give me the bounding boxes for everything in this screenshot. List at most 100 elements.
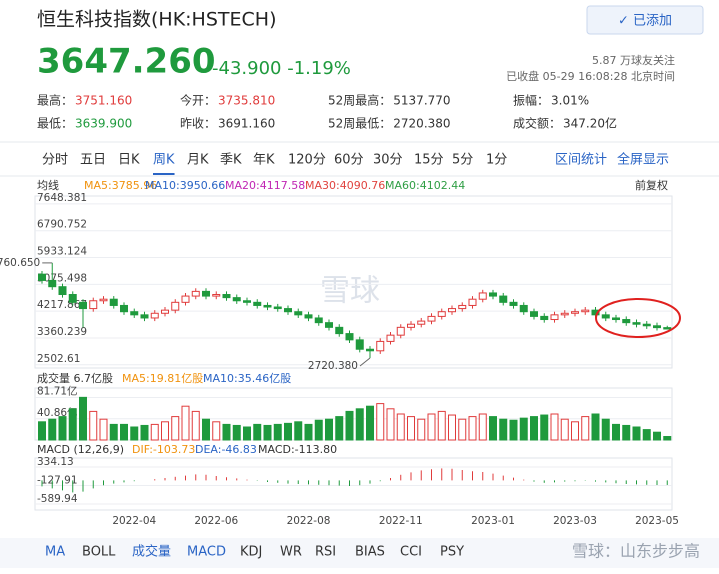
volume-bar: [99, 418, 108, 441]
stat-label: 振幅：: [513, 93, 549, 108]
candle-body: [58, 286, 67, 296]
period-tab[interactable]: 月K: [187, 153, 209, 168]
candle-body: [304, 314, 313, 319]
indicator-tab[interactable]: MA: [45, 545, 65, 560]
period-tab[interactable]: 周K: [153, 153, 175, 168]
candle-body: [550, 314, 559, 321]
macd-tick-label: -127.91: [37, 475, 78, 487]
tab-link[interactable]: 全屏显示: [617, 152, 669, 168]
volume-tick-label: 40.86亿: [37, 406, 78, 419]
period-tab[interactable]: 60分: [334, 153, 364, 168]
candle-body: [530, 311, 538, 317]
x-tick-label: 2022-04: [112, 515, 156, 527]
candle-body: [79, 301, 87, 310]
period-tab[interactable]: 五日: [80, 153, 106, 168]
volume-bar: [345, 410, 354, 441]
stat-value: 3735.810: [218, 94, 275, 108]
volume-bar: [171, 416, 180, 441]
period-tab[interactable]: 5分: [452, 153, 473, 168]
volume-bar: [458, 418, 467, 441]
candle-body: [468, 298, 477, 306]
volume-bar: [622, 424, 631, 441]
stat-value: 5137.770: [393, 94, 450, 108]
indicator-tab[interactable]: KDJ: [240, 545, 262, 560]
candle-body: [150, 312, 159, 319]
indicator-tab[interactable]: 成交量: [132, 544, 171, 560]
candle-body: [232, 297, 241, 302]
period-tab[interactable]: 120分: [288, 153, 326, 168]
candle-body: [509, 301, 518, 306]
indicator-tab[interactable]: WR: [280, 545, 302, 560]
stat-label: 昨收：: [180, 117, 216, 131]
candle-body: [355, 339, 364, 350]
period-tab[interactable]: 季K: [220, 153, 242, 168]
candle-body: [642, 323, 651, 327]
chart-watermark: 雪球: [320, 274, 380, 309]
indicator-tab[interactable]: MACD: [187, 545, 226, 560]
candle-body: [314, 317, 323, 324]
candle-body: [632, 322, 641, 325]
candle-body: [540, 315, 549, 321]
candle-body: [427, 315, 436, 322]
period-tab[interactable]: 1分: [486, 153, 507, 168]
macd-tick-label: 334.13: [37, 456, 74, 468]
tab-link[interactable]: 区间统计: [555, 153, 607, 168]
volume-bar: [120, 423, 128, 441]
x-tick-label: 2023-03: [553, 515, 597, 527]
volume-bar: [314, 419, 323, 441]
volume-bar: [68, 408, 77, 441]
volume-bar: [335, 416, 344, 441]
volume-bar: [130, 426, 139, 441]
follow-button[interactable]: [586, 5, 704, 35]
volume-bar: [550, 413, 559, 441]
volume-bar: [232, 424, 241, 441]
volume-bar: [417, 418, 426, 441]
period-tab[interactable]: 日K: [118, 153, 140, 168]
annotation-leader: [359, 357, 371, 367]
candle-body: [99, 298, 108, 302]
period-tab[interactable]: 分时: [42, 153, 68, 168]
volume-bar: [366, 405, 374, 441]
volume-bar: [478, 413, 487, 441]
x-tick-label: 2022-06: [194, 515, 238, 527]
period-tab[interactable]: 年K: [253, 153, 275, 168]
candle-body: [386, 334, 395, 342]
volume-bar: [109, 423, 118, 441]
candle-body: [171, 301, 180, 311]
period-tab[interactable]: 15分: [414, 153, 444, 168]
adjust[interactable]: 前复权: [635, 178, 668, 192]
candle-body: [489, 292, 497, 297]
indicator-tab[interactable]: BOLL: [82, 545, 116, 560]
period-tab[interactable]: 30分: [373, 153, 403, 168]
volume-bar: [48, 418, 57, 441]
highlight-circle: [595, 298, 681, 338]
change: -43.900 -1.19%: [212, 58, 351, 79]
indicator-tab[interactable]: CCI: [400, 545, 422, 560]
y-tick-label: 5933.124: [37, 246, 87, 258]
volume-bar: [294, 421, 303, 441]
candle-body: [366, 348, 374, 352]
volume-bar: [181, 405, 190, 441]
stat-label: 最低：: [37, 117, 73, 131]
panel-frame: [34, 457, 673, 511]
indicator-tab[interactable]: BIAS: [355, 545, 385, 560]
volume-bar: [407, 416, 415, 441]
volume-bar: [284, 422, 292, 441]
volume-legend: MA5:19.81亿股: [122, 372, 203, 385]
volume-bar: [437, 410, 446, 441]
indicator-tab[interactable]: RSI: [315, 545, 336, 560]
candle-body: [222, 294, 231, 299]
candle-body: [181, 295, 190, 303]
candle-body: [284, 308, 292, 313]
volume-bar: [530, 416, 538, 441]
indicator-tab[interactable]: PSY: [440, 545, 464, 560]
candle-body: [89, 300, 98, 310]
follow-button-label[interactable]: ✓ 已添加: [618, 14, 672, 29]
volume-bar: [653, 431, 661, 441]
stat-label: 52周最低：: [328, 117, 391, 131]
candle-body: [48, 279, 57, 288]
macd-legend: DIF:-103.73: [132, 443, 195, 456]
candle-body: [571, 311, 579, 314]
candle-body: [376, 340, 385, 352]
volume-bar: [161, 421, 169, 441]
